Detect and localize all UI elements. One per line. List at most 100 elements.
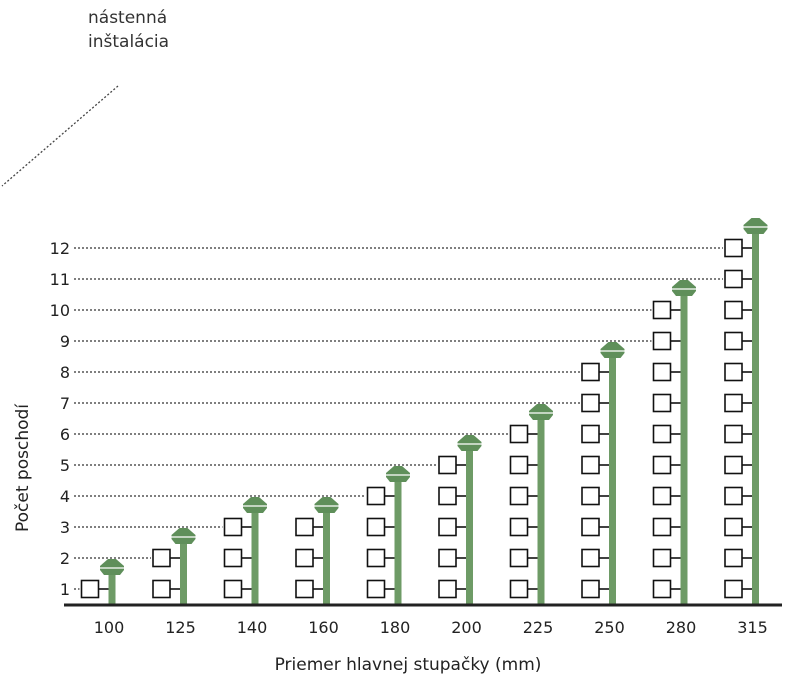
y-tick-label: 3	[60, 518, 70, 537]
outlet-box	[438, 455, 457, 475]
outlet-box	[652, 579, 672, 599]
y-tick-label: 5	[60, 456, 70, 475]
outlet-box	[509, 579, 529, 599]
annotation-line-1: nástenná	[88, 8, 168, 28]
outlet-box	[223, 517, 243, 537]
x-tick-label: 200	[451, 618, 482, 637]
vent-cap	[600, 342, 625, 358]
wall-installation-annotation: nástenná inštalácia	[88, 6, 169, 54]
y-tick-label: 4	[60, 487, 70, 506]
outlet-box	[652, 424, 672, 444]
outlet-box	[652, 548, 672, 568]
riser-bar	[108, 575, 116, 605]
x-axis-label: Priemer hlavnej stupačky (mm)	[275, 655, 542, 675]
vent-cap	[743, 218, 768, 234]
riser-bar	[323, 513, 330, 605]
x-tick-label: 250	[594, 618, 625, 637]
outlet-box	[438, 517, 457, 537]
outlet-box	[724, 579, 743, 599]
outlet-box	[724, 300, 743, 320]
y-tick-label: 12	[50, 239, 70, 258]
outlet-box	[366, 486, 386, 506]
outlet-box	[366, 517, 386, 537]
y-tick-label: 1	[60, 580, 70, 599]
outlet-box	[652, 455, 672, 475]
vent-cap	[386, 466, 410, 482]
outlet-box	[509, 548, 529, 568]
x-tick-label: 160	[308, 618, 339, 637]
vent-cap	[100, 559, 124, 575]
outlet-box	[295, 517, 314, 537]
vent-cap	[243, 497, 267, 513]
outlet-box	[223, 548, 243, 568]
outlet-box	[652, 517, 672, 537]
y-tick-label: 10	[50, 301, 70, 320]
outlet-box	[724, 486, 743, 506]
outlet-box	[438, 486, 457, 506]
outlet-box	[366, 579, 386, 599]
outlet-box	[581, 486, 600, 506]
floor-guide-lines	[74, 247, 723, 590]
riser-bar	[394, 482, 402, 605]
outlet-box	[724, 238, 743, 258]
outlet-box	[724, 455, 743, 475]
y-tick-label: 6	[60, 425, 70, 444]
outlet-box	[295, 548, 314, 568]
riser-bar	[680, 296, 688, 605]
outlet-box	[652, 486, 672, 506]
outlet-box	[581, 424, 600, 444]
outlet-box	[581, 455, 600, 475]
x-tick-labels: 100 125 140 160 180 200 225 250 280 315	[94, 618, 768, 637]
y-tick-label: 7	[60, 394, 70, 413]
outlet-box	[724, 424, 743, 444]
outlet-box	[724, 362, 743, 382]
outlet-box	[152, 548, 171, 568]
x-tick-label: 140	[237, 618, 268, 637]
outlet-box	[509, 455, 529, 475]
outlet-box	[509, 486, 529, 506]
outlet-box	[581, 579, 600, 599]
y-tick-label: 11	[50, 270, 70, 289]
vent-cap	[529, 404, 553, 420]
vent-cap	[171, 528, 196, 544]
annotation-line-2: inštalácia	[88, 32, 170, 52]
vent-cap	[314, 497, 339, 513]
outlet-box	[652, 393, 672, 413]
riser-bar	[466, 451, 473, 605]
outlet-box	[581, 362, 600, 382]
vent-cap	[672, 280, 696, 296]
outlet-box	[724, 517, 743, 537]
floor-outlets	[80, 238, 752, 599]
outlet-box	[295, 579, 314, 599]
x-tick-label: 125	[165, 618, 196, 637]
outlet-box	[223, 579, 243, 599]
outlet-box	[438, 579, 457, 599]
x-tick-label: 100	[94, 618, 125, 637]
outlet-box	[366, 548, 386, 568]
outlet-box	[581, 548, 600, 568]
y-tick-label: 8	[60, 363, 70, 382]
outlet-box	[438, 548, 457, 568]
outlet-box	[724, 269, 743, 289]
x-tick-label: 315	[737, 618, 768, 637]
x-tick-label: 225	[523, 618, 554, 637]
riser-bar	[251, 513, 259, 605]
y-tick-label: 9	[60, 332, 70, 351]
outlet-box	[724, 331, 743, 351]
risers	[100, 218, 768, 605]
outlet-box	[581, 393, 600, 413]
outlet-box	[581, 517, 600, 537]
outlet-box	[652, 331, 672, 351]
outlet-box	[652, 362, 672, 382]
outlet-box	[509, 517, 529, 537]
outlet-box	[152, 579, 171, 599]
outlet-box	[80, 579, 100, 599]
outlet-box	[724, 548, 743, 568]
outlet-box	[652, 300, 672, 320]
riser-bar	[180, 544, 187, 605]
outlet-box	[724, 393, 743, 413]
x-tick-label: 180	[380, 618, 411, 637]
outlet-box	[509, 424, 529, 444]
